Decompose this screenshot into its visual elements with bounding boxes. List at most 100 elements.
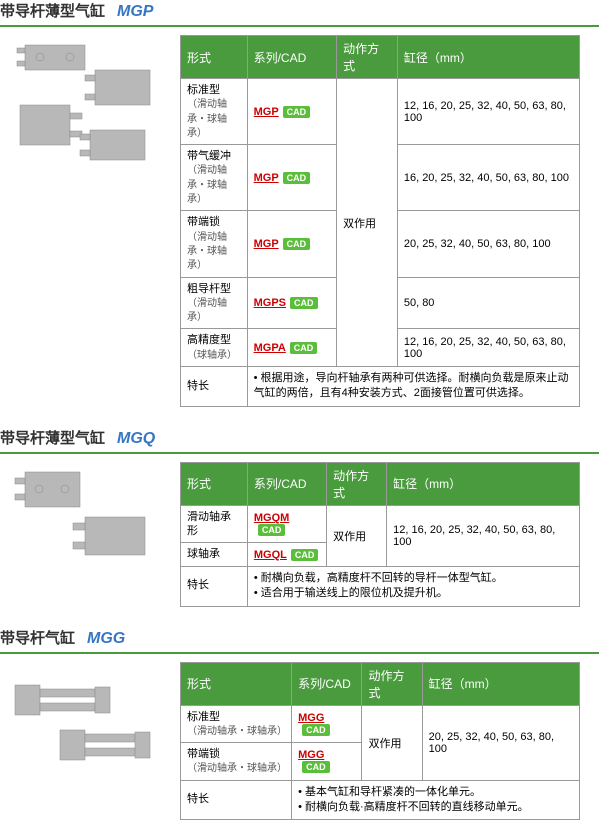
th-series: 系列/CAD	[247, 36, 336, 79]
cad-badge[interactable]: CAD	[302, 761, 330, 773]
cad-badge[interactable]: CAD	[291, 549, 319, 561]
th-action: 动作方式	[327, 462, 387, 505]
type-sub: （滑动轴承・球轴承）	[187, 763, 287, 774]
feature-label: 特长	[181, 780, 292, 820]
header-row: 形式 系列/CAD 动作方式 缸径（mm）	[181, 36, 580, 79]
section-mgg: 带导杆气缸 MGG 形式 系列/CAD 动作方式 缸径（mm） 标准型 （滑动轴承…	[0, 627, 599, 821]
series-link-mgql[interactable]: MGQL	[254, 549, 287, 561]
cad-badge[interactable]: CAD	[283, 172, 311, 184]
series-link-mgpa[interactable]: MGPA	[254, 342, 286, 354]
action-cell: 双作用	[337, 79, 398, 367]
type-name: 带气缓冲	[187, 150, 231, 162]
series-cell: MGP CAD	[247, 145, 336, 211]
series-link-mgqm[interactable]: MGQM	[254, 512, 289, 524]
feature-text: 根据用途，导向杆轴承有两种可供选择。耐横向负载是原来止动气缸的两倍，且有4种安装…	[247, 367, 579, 407]
feature-item: 基本气缸和导杆紧凑的一体化单元。	[298, 785, 573, 800]
section-model: MGG	[87, 630, 125, 648]
type-cell: 滑动轴承形	[181, 505, 248, 543]
th-action: 动作方式	[337, 36, 398, 79]
section-model: MGQ	[117, 430, 155, 448]
cad-badge[interactable]: CAD	[258, 524, 286, 536]
series-link-mgp[interactable]: MGP	[254, 238, 279, 250]
cad-badge[interactable]: CAD	[302, 724, 330, 736]
type-sub: （滑动轴承・球轴承）	[187, 165, 227, 205]
type-cell: 标准型 （滑动轴承・球轴承）	[181, 79, 248, 145]
type-sub: （滑动轴承・球轴承）	[187, 99, 227, 139]
feature-row: 特长 耐横向负载，高精度杆不回转的导杆一体型气缸。适合用于输送线上的限位机及提升…	[181, 566, 580, 606]
th-bore: 缸径（mm）	[397, 36, 579, 79]
th-series: 系列/CAD	[292, 662, 362, 705]
type-cell: 高精度型 （球轴承）	[181, 329, 248, 367]
section-header: 带导杆气缸 MGG	[0, 627, 599, 654]
series-link-mgps[interactable]: MGPS	[254, 297, 286, 309]
section-mgp: 带导杆薄型气缸 MGP 形式 系列/CAD 动作方式 缸径（mm） 标准型 （滑动…	[0, 0, 599, 407]
bore-cell: 20, 25, 32, 40, 50, 63, 80, 100	[422, 705, 579, 780]
series-cell: MGGCAD	[292, 705, 362, 743]
th-type: 形式	[181, 36, 248, 79]
series-link-mgp[interactable]: MGP	[254, 106, 279, 118]
series-cell: MGP CAD	[247, 211, 336, 277]
th-bore: 缸径（mm）	[422, 662, 579, 705]
type-sub: （球轴承）	[187, 350, 237, 361]
bore-cell: 16, 20, 25, 32, 40, 50, 63, 80, 100	[397, 145, 579, 211]
cad-badge[interactable]: CAD	[290, 297, 318, 309]
type-cell: 标准型 （滑动轴承・球轴承）	[181, 705, 292, 743]
feature-item: 耐横向负载·高精度杆不回转的直线移动单元。	[298, 800, 573, 815]
cylinder-illustration	[5, 35, 165, 195]
series-cell: MGGCAD	[292, 743, 362, 781]
series-link-mgp[interactable]: MGP	[254, 172, 279, 184]
series-cell: MGP CAD	[247, 79, 336, 145]
series-cell: MGPS CAD	[247, 277, 336, 329]
section-title: 带导杆气缸	[0, 627, 75, 648]
product-image-mgq	[0, 462, 170, 582]
type-sub: （滑动轴承・球轴承）	[187, 726, 287, 737]
spec-table-mgq: 形式 系列/CAD 动作方式 缸径（mm） 滑动轴承形 MGQMCAD 双作用 …	[180, 462, 580, 607]
spec-table-mgp: 形式 系列/CAD 动作方式 缸径（mm） 标准型 （滑动轴承・球轴承） MGP C…	[180, 35, 580, 407]
table-row: 滑动轴承形 MGQMCAD 双作用 12, 16, 20, 25, 32, 40…	[181, 505, 580, 543]
cad-badge[interactable]: CAD	[283, 238, 311, 250]
type-sub: （滑动轴承・球轴承）	[187, 232, 227, 272]
type-name: 标准型	[187, 711, 220, 723]
table-row: 标准型（滑动轴承・球轴承） MGPCAD 双作用 12, 16, 20, 25,…	[181, 79, 580, 145]
series-link-mgg[interactable]: MGG	[298, 712, 324, 724]
series-link-mgg[interactable]: MGG	[298, 749, 324, 761]
product-image-mgp	[0, 35, 170, 195]
type-cell: 带气缓冲 （滑动轴承・球轴承）	[181, 145, 248, 211]
type-name: 带端锁	[187, 748, 220, 760]
section-mgq: 带导杆薄型气缸 MGQ 形式 系列/CAD 动作方式 缸径（mm） 滑动轴承形 …	[0, 427, 599, 607]
type-cell: 粗导杆型（滑动轴承）	[181, 277, 248, 329]
section-body: 形式 系列/CAD 动作方式 缸径（mm） 滑动轴承形 MGQMCAD 双作用 …	[0, 462, 599, 607]
section-body: 形式 系列/CAD 动作方式 缸径（mm） 标准型 （滑动轴承・球轴承） MGP C…	[0, 35, 599, 407]
section-body: 形式 系列/CAD 动作方式 缸径（mm） 标准型（滑动轴承・球轴承） MGGC…	[0, 662, 599, 821]
type-cell: 球轴承	[181, 543, 248, 566]
series-cell: MGPA CAD	[247, 329, 336, 367]
section-model: MGP	[117, 3, 153, 21]
th-bore: 缸径（mm）	[387, 462, 580, 505]
feature-item: 根据用途，导向杆轴承有两种可供选择。耐横向负载是原来止动气缸的两倍，且有4种安装…	[254, 371, 573, 402]
feature-row: 特长 根据用途，导向杆轴承有两种可供选择。耐横向负载是原来止动气缸的两倍，且有4…	[181, 367, 580, 407]
th-action: 动作方式	[362, 662, 422, 705]
type-cell: 带端锁 （滑动轴承・球轴承）	[181, 743, 292, 781]
feature-item: 耐横向负载，高精度杆不回转的导杆一体型气缸。	[254, 571, 573, 586]
feature-label: 特长	[181, 566, 248, 606]
header-row: 形式 系列/CAD 动作方式 缸径（mm）	[181, 462, 580, 505]
series-cell: MGQL CAD	[247, 543, 326, 566]
cad-badge[interactable]: CAD	[283, 106, 311, 118]
feature-item: 适合用于输送线上的限位机及提升机。	[254, 586, 573, 601]
table-row: 标准型（滑动轴承・球轴承） MGGCAD 双作用 20, 25, 32, 40,…	[181, 705, 580, 743]
th-type: 形式	[181, 662, 292, 705]
cylinder-illustration	[5, 462, 165, 582]
type-name: 粗导杆型	[187, 283, 231, 295]
th-series: 系列/CAD	[247, 462, 326, 505]
section-title: 带导杆薄型气缸	[0, 0, 105, 21]
type-name: 标准型	[187, 84, 220, 96]
header-row: 形式 系列/CAD 动作方式 缸径（mm）	[181, 662, 580, 705]
action-cell: 双作用	[327, 505, 387, 566]
type-name: 高精度型	[187, 334, 231, 346]
cad-badge[interactable]: CAD	[290, 342, 318, 354]
feature-text: 耐横向负载，高精度杆不回转的导杆一体型气缸。适合用于输送线上的限位机及提升机。	[247, 566, 579, 606]
section-header: 带导杆薄型气缸 MGP	[0, 0, 599, 27]
feature-row: 特长 基本气缸和导杆紧凑的一体化单元。耐横向负载·高精度杆不回转的直线移动单元。	[181, 780, 580, 820]
bore-cell: 50, 80	[397, 277, 579, 329]
action-cell: 双作用	[362, 705, 422, 780]
